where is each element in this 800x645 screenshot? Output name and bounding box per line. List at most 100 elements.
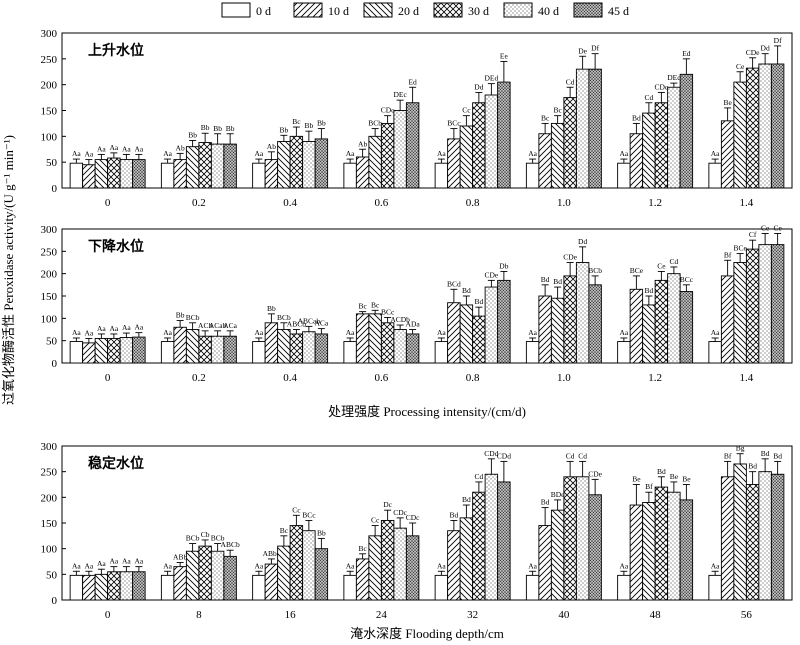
bar-20d-1.0 [550, 122, 565, 189]
bar-20d-56 [733, 463, 747, 601]
bar-20d-1.0 [550, 297, 565, 364]
bar-40d-0.2 [210, 335, 225, 364]
y-tick-label: 100 [41, 131, 58, 143]
significance-label: Aa [135, 144, 144, 153]
significance-label: Bd [773, 451, 782, 460]
x-tick-label: 0.4 [283, 372, 297, 384]
bar-40d-0.6 [393, 329, 407, 364]
significance-label: CDc [655, 82, 669, 91]
bar-45d-0 [132, 159, 146, 189]
bar-10d-0.4 [264, 159, 279, 189]
y-tick-label: 250 [41, 54, 58, 66]
bar-30d-0.8 [472, 102, 486, 189]
bar-45d-1.4 [770, 244, 785, 364]
significance-label: Cd [669, 257, 678, 266]
bar-40d-0.6 [393, 110, 407, 189]
bar-40d-0 [119, 337, 134, 364]
significance-label: Df [774, 36, 782, 45]
bar-40d-1.2 [667, 273, 681, 364]
significance-label: Aa [528, 561, 537, 570]
bar-30d-0.6 [380, 122, 395, 189]
bar-0d-8 [160, 574, 175, 601]
bar-10d-0.2 [173, 159, 187, 189]
legend-swatch-5 [573, 2, 603, 18]
significance-label: Aa [437, 328, 446, 337]
x-tick-label: 56 [741, 609, 753, 621]
significance-label: Aa [528, 328, 537, 337]
bar-45d-24 [405, 535, 420, 601]
bar-0d-1.4 [708, 341, 722, 364]
bar-10d-1.2 [629, 288, 644, 364]
bar-30d-1.0 [563, 275, 577, 364]
significance-label: Aa [110, 324, 119, 333]
bar-30d-0.2 [198, 142, 212, 189]
bar-10d-0.8 [447, 302, 461, 364]
significance-label: Aa [528, 149, 537, 158]
significance-label: CDd [497, 451, 511, 460]
significance-label: Be [723, 98, 732, 107]
significance-label: CDe [485, 270, 499, 279]
x-axis-label: 淹水深度 Flooding depth/cm [350, 626, 504, 641]
y-tick-label: 100 [41, 544, 58, 556]
y-tick-label: 0 [52, 183, 58, 195]
bar-0d-1.4 [708, 162, 722, 189]
bar-30d-0.8 [472, 315, 486, 364]
bar-45d-0 [132, 336, 146, 364]
y-tick-label: 300 [41, 441, 58, 453]
significance-label: Cc [462, 106, 471, 115]
bar-0d-1.0 [525, 162, 540, 189]
x-axis-label: 处理强度 Processing intensity/(cm/d) [328, 404, 526, 419]
significance-label: Bb [279, 125, 288, 134]
significance-label: Aa [711, 561, 720, 570]
bar-0d-0.6 [343, 162, 357, 189]
bar-45d-1.0 [588, 284, 602, 364]
significance-label: Aa [346, 561, 355, 570]
significance-label: BCb [368, 119, 382, 128]
x-tick-label: 0 [105, 372, 111, 384]
significance-label: Dd [578, 237, 587, 246]
bar-30d-40 [563, 476, 577, 601]
significance-label: Ee [500, 51, 509, 60]
bar-30d-0.4 [289, 135, 304, 189]
bar-10d-0.8 [447, 138, 461, 189]
bar-45d-0.2 [223, 335, 237, 364]
bar-40d-0.4 [302, 141, 316, 189]
bar-45d-32 [497, 481, 511, 601]
significance-label: Bb [317, 528, 326, 537]
panel-title: 下降水位 [88, 238, 144, 255]
significance-label: Bc [371, 300, 380, 309]
significance-label: Bd [474, 297, 483, 306]
bar-20d-32 [459, 517, 474, 601]
y-tick-label: 100 [41, 313, 58, 325]
bar-20d-1.4 [733, 81, 747, 189]
bar-30d-0 [107, 337, 121, 364]
significance-label: Bd [644, 286, 653, 295]
significance-label: Bd [541, 275, 550, 284]
significance-label: Aa [97, 324, 106, 333]
y-tick-label: 0 [52, 358, 58, 370]
significance-label: Aa [72, 561, 81, 570]
significance-label: DEd [485, 74, 499, 83]
significance-label: BCb [277, 313, 291, 322]
significance-label: Bc [358, 544, 367, 553]
significance-label: ABCb [287, 320, 306, 329]
bar-40d-0.8 [484, 286, 499, 364]
bar-10d-0 [82, 164, 96, 189]
bar-0d-1.0 [525, 341, 540, 364]
x-tick-label: 40 [558, 609, 570, 621]
bar-10d-48 [629, 504, 644, 601]
significance-label: Aa [122, 144, 131, 153]
legend-swatch-3 [433, 2, 463, 18]
legend-swatch-4 [503, 2, 533, 18]
bar-45d-0.4 [314, 333, 329, 364]
bar-20d-0 [94, 159, 109, 189]
bar-20d-0.2 [185, 146, 200, 189]
significance-label: Aa [135, 323, 144, 332]
bar-45d-40 [588, 494, 602, 601]
y-tick-label: 250 [41, 246, 58, 258]
bar-30d-16 [289, 525, 304, 601]
bar-10d-56 [720, 476, 735, 601]
bar-40d-56 [758, 471, 772, 601]
significance-label: Bf [724, 451, 732, 460]
bar-45d-1.0 [588, 68, 602, 189]
